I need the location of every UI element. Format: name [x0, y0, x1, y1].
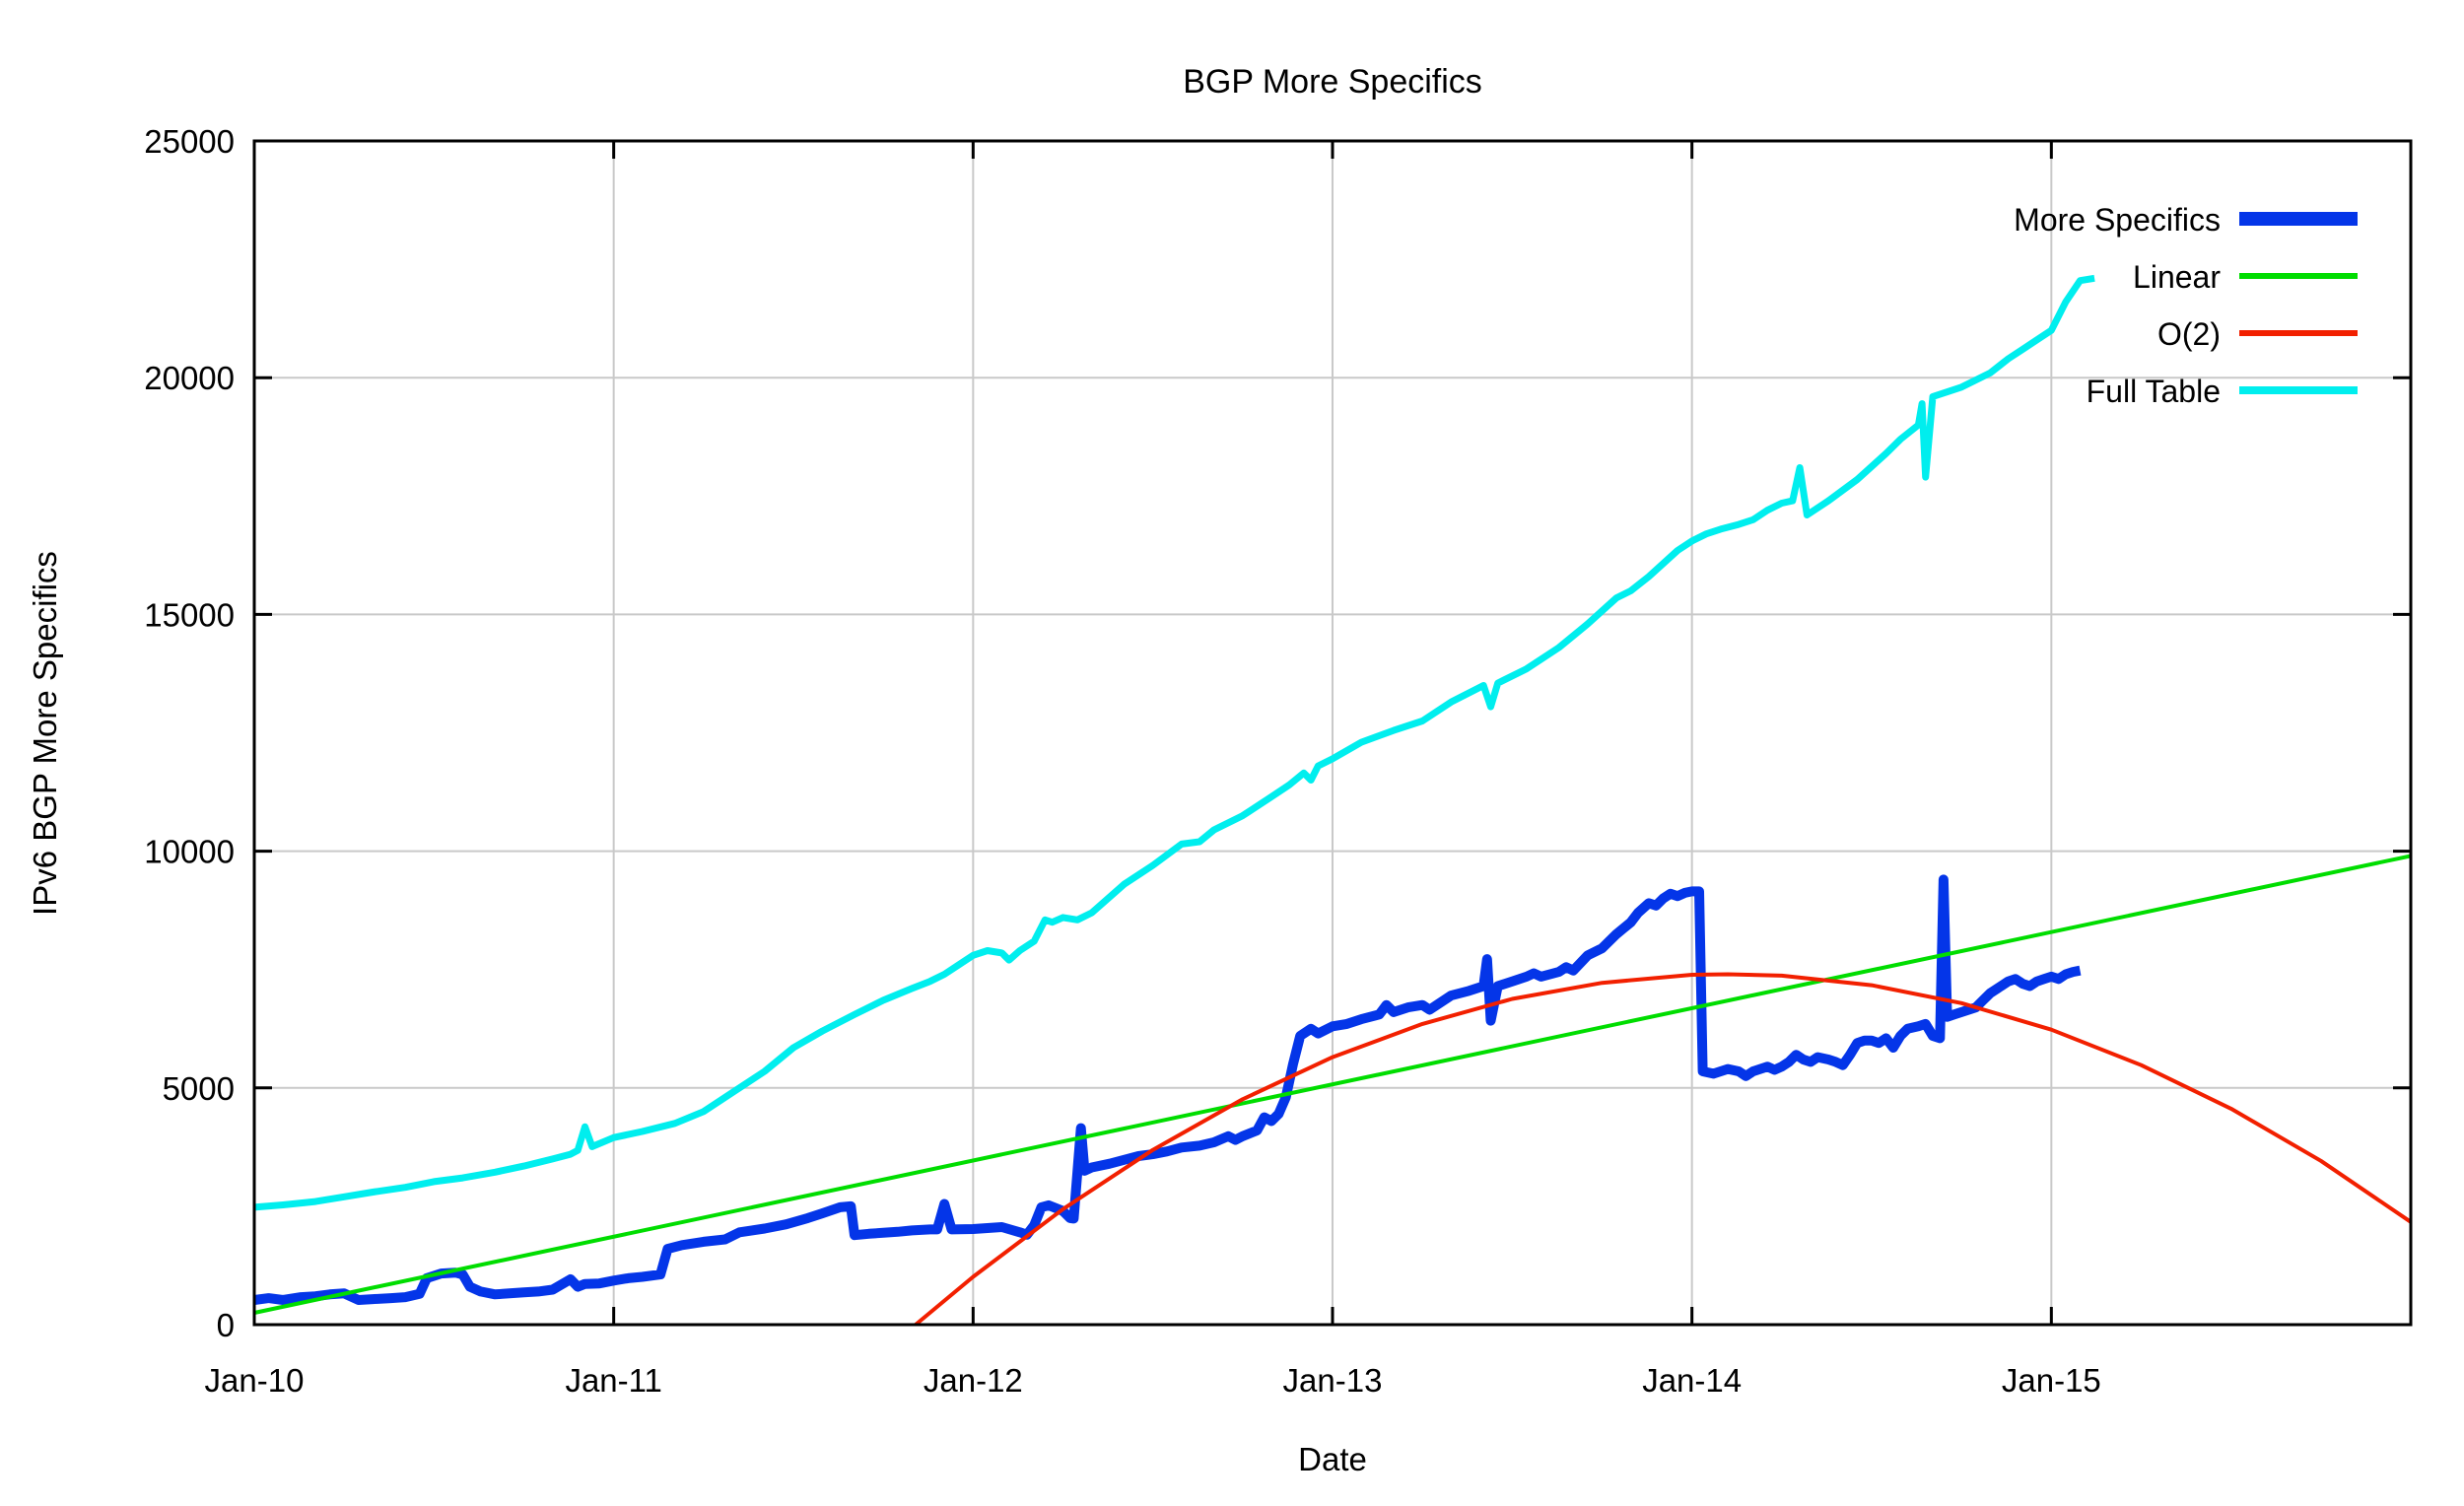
y-tick-label: 25000	[144, 123, 235, 160]
y-tick-label: 20000	[144, 360, 235, 396]
series-more-specifics	[253, 874, 2082, 1305]
series-linear	[253, 854, 2412, 1315]
x-axis-title: Date	[1298, 1441, 1367, 1477]
y-axis-title: IPv6 BGP More Specifics	[27, 551, 63, 916]
legend-label: Full Table	[2087, 374, 2221, 409]
series-o-2-	[914, 972, 2413, 1327]
x-tick-label: Jan-15	[2002, 1362, 2101, 1399]
x-tick-label: Jan-13	[1283, 1362, 1383, 1399]
x-tick-label: Jan-11	[565, 1362, 661, 1399]
chart-title: BGP More Specifics	[1183, 63, 1482, 101]
y-tick-label: 10000	[144, 834, 235, 870]
legend-label: O(2)	[2157, 316, 2221, 352]
y-tick-label: 5000	[163, 1070, 235, 1107]
y-tick-label: 0	[217, 1307, 235, 1343]
y-tick-label: 15000	[144, 596, 235, 633]
legend-label: Linear	[2133, 259, 2221, 295]
x-tick-label: Jan-12	[924, 1362, 1023, 1399]
x-tick-label: Jan-10	[205, 1362, 305, 1399]
x-tick-label: Jan-14	[1642, 1362, 1742, 1399]
legend-label: More Specifics	[2014, 202, 2221, 238]
series-full-table	[253, 274, 2095, 1211]
